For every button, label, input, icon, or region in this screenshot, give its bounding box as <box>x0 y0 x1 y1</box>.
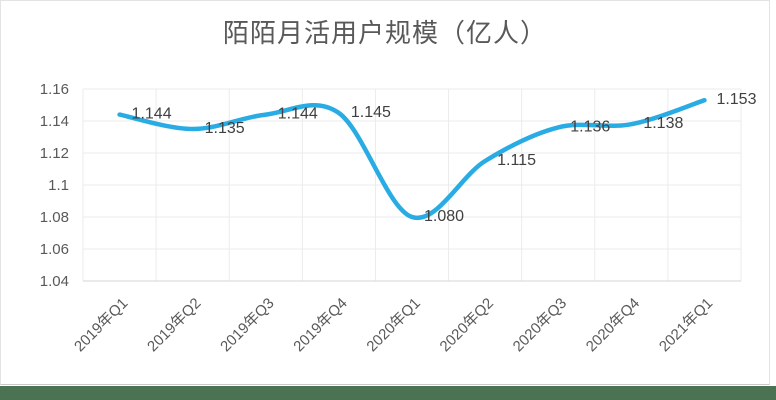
y-tick-label: 1.16 <box>40 81 69 98</box>
y-tick-label: 1.08 <box>40 209 69 226</box>
bottom-green-strip <box>0 386 776 400</box>
data-label: 1.138 <box>643 115 683 132</box>
y-tick-label: 1.1 <box>48 177 69 194</box>
data-label: 1.153 <box>716 91 756 108</box>
data-label: 1.080 <box>424 208 464 225</box>
data-label: 1.145 <box>351 104 391 121</box>
x-tick-label: 2020年Q3 <box>510 295 570 355</box>
x-tick-label: 2019年Q2 <box>144 295 204 355</box>
data-label: 1.144 <box>278 106 318 123</box>
chart-title: 陌陌月活用户规模（亿人） <box>222 18 547 48</box>
x-tick-label: 2021年Q1 <box>656 295 716 355</box>
data-label: 1.115 <box>497 152 536 169</box>
x-tick-label: 2019年Q4 <box>290 295 350 355</box>
chart-card: 陌陌月活用户规模（亿人） 1.04 1.06 1.08 1.1 1.12 1.14 1.16… <box>0 0 770 385</box>
x-tick-label: 2019年Q1 <box>71 295 131 355</box>
data-label: 1.144 <box>132 106 172 123</box>
y-tick-label: 1.14 <box>40 113 69 130</box>
data-label: 1.136 <box>570 118 610 135</box>
y-tick-label: 1.06 <box>40 241 69 258</box>
x-tick-label: 2020年Q2 <box>437 295 497 355</box>
series-line <box>117 97 707 221</box>
y-tick-label: 1.04 <box>40 273 69 290</box>
data-label: 1.135 <box>205 120 245 137</box>
x-tick-label: 2020年Q4 <box>583 295 643 355</box>
x-tick-label: 2019年Q3 <box>217 295 277 355</box>
y-tick-label: 1.12 <box>40 145 69 162</box>
x-tick-label: 2020年Q1 <box>363 295 423 355</box>
